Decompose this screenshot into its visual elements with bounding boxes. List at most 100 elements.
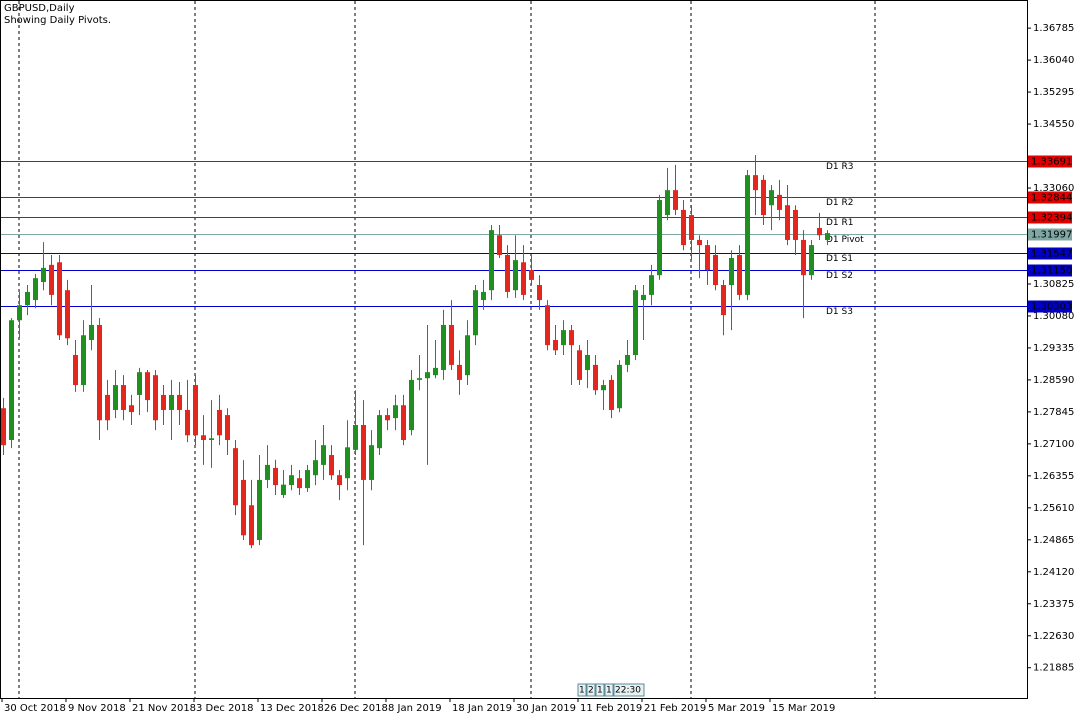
candle-body: [729, 257, 734, 286]
candle-body: [665, 190, 670, 216]
y-tick-label: 1.36785: [1033, 23, 1074, 34]
candle-body: [713, 254, 718, 286]
candle-body: [345, 447, 350, 479]
candle-body: [121, 385, 126, 410]
candle-body: [545, 305, 550, 346]
x-tick-label: 13 Dec 2018: [260, 703, 324, 714]
y-tick-label: 1.27100: [1033, 439, 1074, 450]
candle-body: [129, 405, 134, 413]
pivot-price-label: 1.31547: [1031, 249, 1072, 260]
candle-body: [265, 464, 270, 480]
candle-body: [321, 445, 326, 465]
x-tick-label: 8 Jan 2019: [388, 703, 442, 714]
candle-body: [65, 290, 70, 339]
status-text: 2: [588, 686, 594, 696]
candle-body: [305, 470, 310, 489]
chart-subtitle: Showing Daily Pivots.: [4, 15, 111, 26]
candle-body: [537, 285, 542, 301]
status-text: 22:30: [615, 686, 641, 696]
candle-body: [521, 262, 526, 295]
candle-body: [761, 179, 766, 216]
candle-body: [153, 375, 158, 421]
x-tick-label: 9 Nov 2018: [68, 703, 126, 714]
candle-body: [505, 254, 510, 292]
x-tick-label: 26 Dec 2018: [324, 703, 388, 714]
candle-body: [705, 245, 710, 271]
candle-body: [97, 324, 102, 421]
candle-body: [273, 467, 278, 486]
candle-body: [745, 175, 750, 295]
candle-body: [105, 394, 110, 421]
status-text: 1: [579, 686, 585, 696]
pivot-price-box: [1028, 300, 1072, 313]
candle-body: [633, 290, 638, 356]
pivot-price-box: [1028, 264, 1072, 277]
candle-body: [193, 385, 198, 436]
candle-body: [201, 435, 206, 441]
status-box: [604, 683, 614, 697]
candle-body: [241, 479, 246, 536]
status-box: [613, 683, 645, 697]
candle-body: [601, 385, 606, 391]
y-tick-label: 1.30080: [1033, 311, 1074, 322]
candle-body: [609, 379, 614, 410]
candle-body: [81, 335, 86, 386]
pivot-price-box: [1028, 247, 1072, 260]
pivot-price-box: [1028, 155, 1072, 168]
chart-title: GBPUSD,Daily: [4, 3, 75, 14]
candle-body: [617, 364, 622, 409]
candle-body: [785, 205, 790, 240]
candle-body: [577, 350, 582, 380]
x-tick-label: 30 Jan 2019: [516, 703, 576, 714]
candle-body: [377, 415, 382, 449]
candle-body: [473, 290, 478, 336]
candle-body: [801, 239, 806, 276]
pivot-name: D1 R2: [826, 198, 854, 208]
candle-body: [561, 330, 566, 346]
pivot-price-label: 1.32394: [1031, 213, 1072, 224]
candle-body: [385, 415, 390, 421]
candle-body: [281, 484, 286, 495]
candle-body: [689, 215, 694, 240]
candle-body: [113, 385, 118, 410]
candle-body: [233, 448, 238, 506]
candle-body: [681, 209, 686, 246]
candle-body: [569, 330, 574, 346]
y-tick-label: 1.24120: [1033, 567, 1074, 578]
pivot-name: D1 R3: [826, 162, 854, 172]
y-tick-label: 1.33060: [1033, 183, 1074, 194]
candle-body: [817, 227, 822, 236]
y-tick-label: 1.34550: [1033, 119, 1074, 130]
candle-body: [777, 194, 782, 210]
pivot-name: D1 S1: [826, 254, 853, 264]
candle-body: [409, 379, 414, 431]
status-box: [595, 683, 605, 697]
x-tick-label: 3 Dec 2018: [196, 703, 254, 714]
pivot-price-label: 1.33691: [1031, 157, 1072, 168]
y-tick-label: 1.21885: [1033, 663, 1074, 674]
candle-body: [753, 175, 758, 191]
candle-body: [9, 320, 14, 441]
candle-body: [457, 364, 462, 380]
candle-body: [721, 285, 726, 316]
candle-body: [329, 455, 334, 476]
candle-body: [41, 267, 46, 283]
candle-body: [49, 264, 54, 295]
y-tick-label: 1.29335: [1033, 343, 1074, 354]
candle-body: [625, 355, 630, 365]
candle-body: [433, 367, 438, 376]
candle-body: [177, 394, 182, 410]
pivot-price-label: 1.31150: [1031, 266, 1072, 277]
candle-body: [137, 372, 142, 395]
candle-body: [649, 275, 654, 295]
candle-body: [401, 405, 406, 441]
candle-body: [145, 372, 150, 401]
candle-body: [793, 209, 798, 240]
x-tick-label: 11 Feb 2019: [580, 703, 642, 714]
candle-body: [697, 239, 702, 246]
candle-body: [529, 270, 534, 280]
x-tick-label: 30 Oct 2018: [4, 703, 66, 714]
candle-body: [465, 335, 470, 376]
x-tick-label: 5 Mar 2019: [708, 703, 765, 714]
